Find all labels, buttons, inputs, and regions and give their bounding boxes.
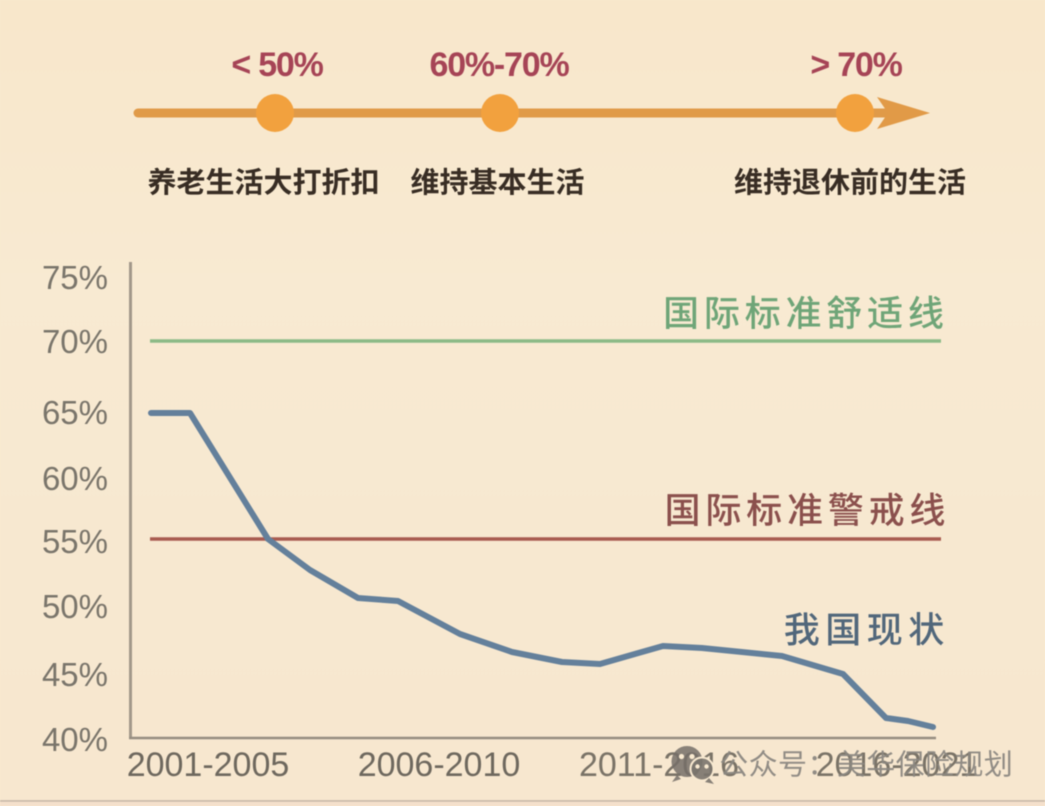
svg-text:60%: 60% <box>42 460 108 497</box>
svg-text:70%: 70% <box>42 323 108 360</box>
svg-text:2001-2005: 2001-2005 <box>127 746 290 784</box>
svg-text:55%: 55% <box>42 523 108 560</box>
svg-text:2011-2016: 2011-2016 <box>579 746 739 784</box>
svg-text:2016-2021: 2016-2021 <box>816 746 979 784</box>
svg-text:50%: 50% <box>42 588 108 625</box>
svg-text:< 50%: < 50% <box>231 46 323 84</box>
svg-text:65%: 65% <box>42 394 108 431</box>
svg-text:75%: 75% <box>42 259 108 296</box>
svg-text:> 70%: > 70% <box>810 46 902 84</box>
svg-text:60%-70%: 60%-70% <box>429 46 569 84</box>
svg-text:2006-2010: 2006-2010 <box>358 746 521 784</box>
svg-text:40%: 40% <box>42 721 108 758</box>
svg-text:45%: 45% <box>42 656 108 693</box>
